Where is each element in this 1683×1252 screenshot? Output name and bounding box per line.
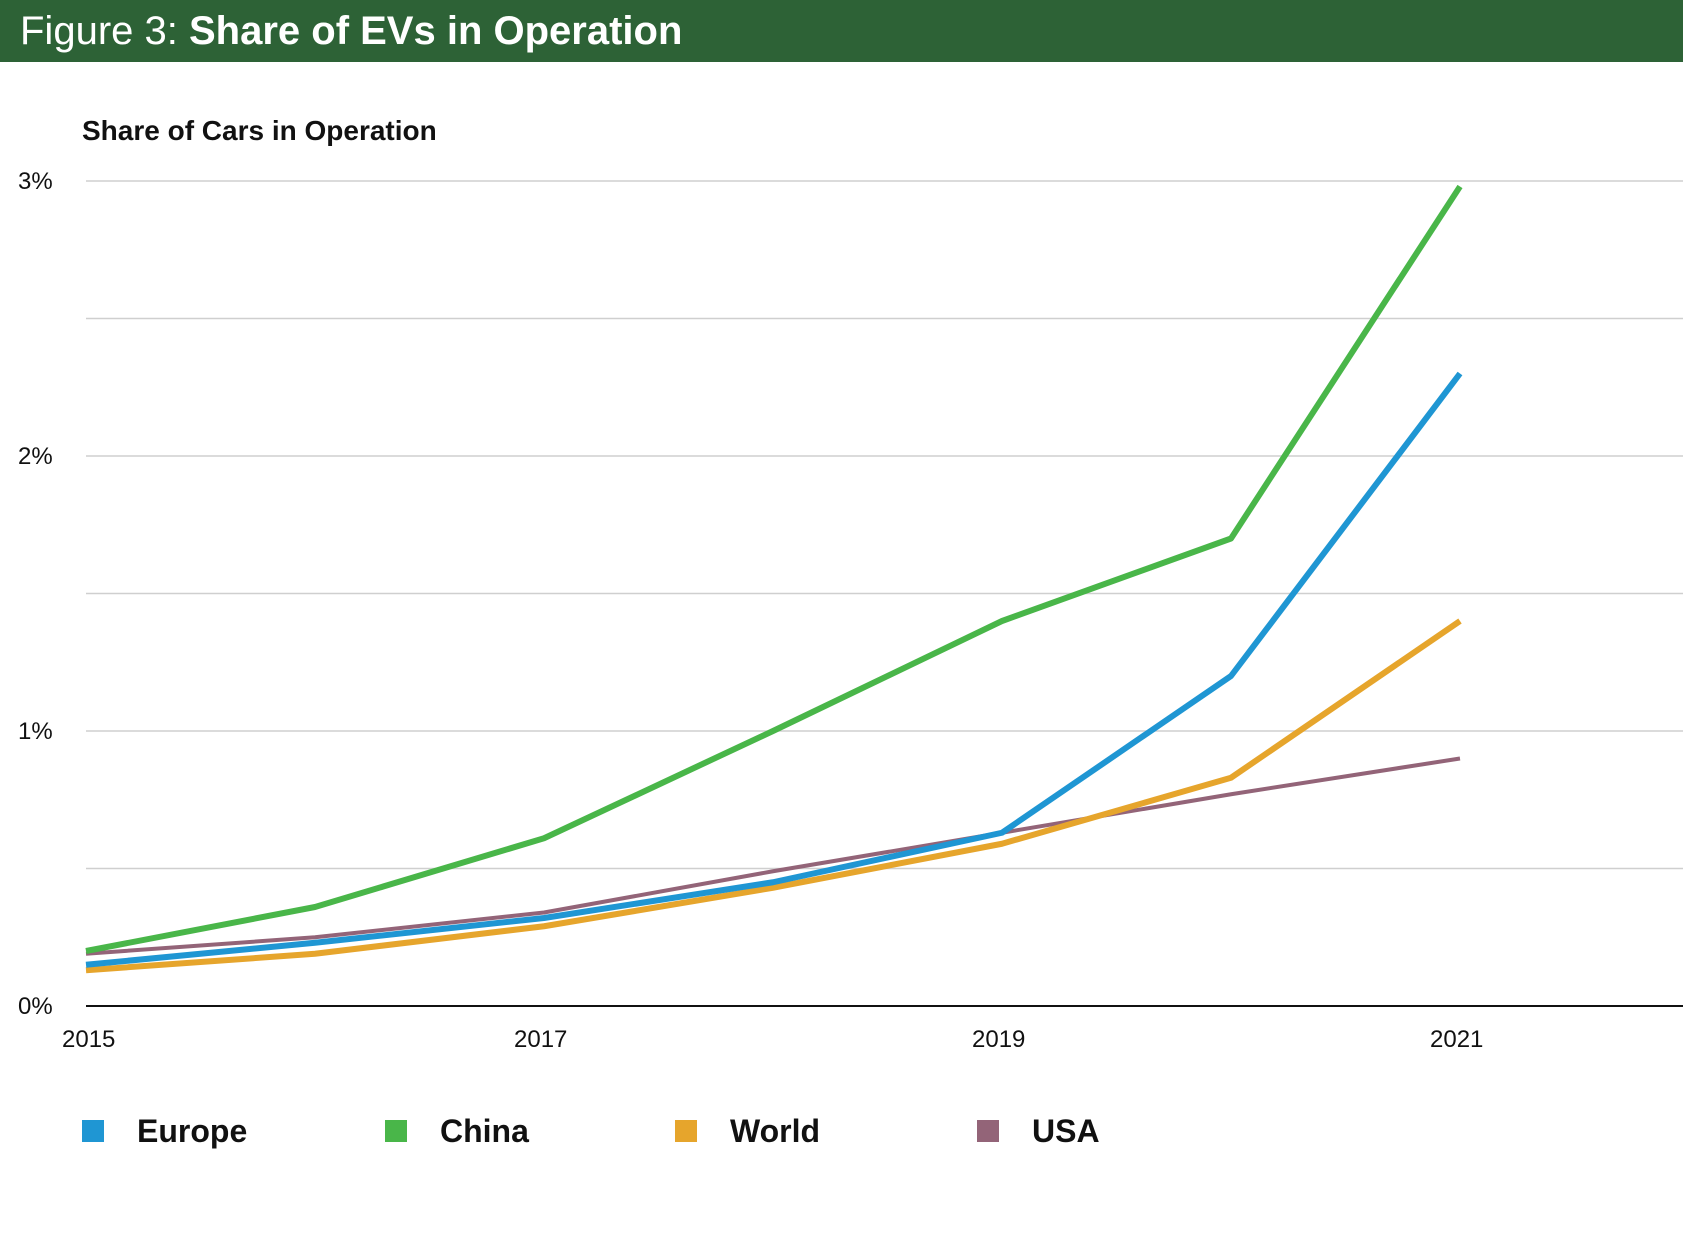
legend-item-world: World bbox=[675, 1113, 820, 1149]
y-tick-label: 1% bbox=[18, 718, 53, 745]
legend-swatch bbox=[675, 1120, 697, 1142]
series-line-world bbox=[85, 618, 1462, 974]
axis-ticks: 0% 1% 2% 3% 2015 2017 2019 2021 bbox=[18, 168, 1483, 1053]
legend: Europe China World USA bbox=[82, 1113, 1100, 1149]
legend-swatch bbox=[82, 1120, 104, 1142]
figure-title: Share of EVs in Operation bbox=[188, 9, 683, 53]
y-tick-label: 0% bbox=[18, 993, 53, 1020]
figure-header: Figure 3: Share of EVs in Operation bbox=[0, 0, 1683, 62]
x-tick-label: 2019 bbox=[972, 1026, 1025, 1053]
x-tick-label: 2015 bbox=[62, 1026, 115, 1053]
series-line-europe bbox=[85, 371, 1463, 968]
y-tick-label: 3% bbox=[18, 168, 53, 195]
legend-swatch bbox=[977, 1120, 999, 1142]
legend-label: USA bbox=[1032, 1113, 1100, 1149]
x-tick-label: 2021 bbox=[1430, 1026, 1483, 1053]
figure-label: Figure 3: bbox=[20, 9, 189, 53]
legend-swatch bbox=[385, 1120, 407, 1142]
legend-item-usa: USA bbox=[977, 1113, 1100, 1149]
legend-item-europe: Europe bbox=[82, 1113, 247, 1149]
legend-label: World bbox=[730, 1113, 820, 1149]
series-lines bbox=[85, 184, 1463, 974]
y-axis-title: Share of Cars in Operation bbox=[82, 115, 437, 146]
legend-label: Europe bbox=[137, 1113, 247, 1149]
legend-label: China bbox=[440, 1113, 529, 1149]
gridlines bbox=[86, 180, 1683, 1007]
x-tick-label: 2017 bbox=[514, 1026, 567, 1053]
y-tick-label: 2% bbox=[18, 443, 53, 470]
series-line-usa bbox=[85, 756, 1461, 956]
series-line-china bbox=[85, 184, 1463, 954]
legend-item-china: China bbox=[385, 1113, 529, 1149]
